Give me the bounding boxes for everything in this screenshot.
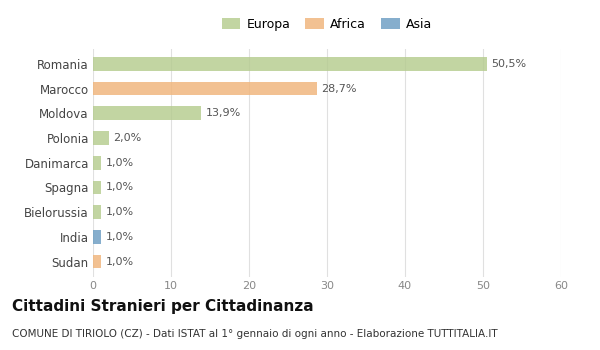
Text: 1,0%: 1,0% <box>106 232 134 242</box>
Text: Cittadini Stranieri per Cittadinanza: Cittadini Stranieri per Cittadinanza <box>12 299 314 314</box>
Bar <box>93 106 202 120</box>
Bar <box>93 230 101 244</box>
Text: 1,0%: 1,0% <box>106 207 134 217</box>
Bar <box>93 255 101 268</box>
Text: 28,7%: 28,7% <box>322 84 357 93</box>
Bar <box>93 131 109 145</box>
Bar <box>93 205 101 219</box>
Bar <box>93 57 487 71</box>
Text: 1,0%: 1,0% <box>106 182 134 192</box>
Legend: Europa, Africa, Asia: Europa, Africa, Asia <box>219 16 435 34</box>
Text: 50,5%: 50,5% <box>491 59 527 69</box>
Text: 2,0%: 2,0% <box>113 133 142 143</box>
Text: 13,9%: 13,9% <box>206 108 241 118</box>
Bar <box>93 82 317 95</box>
Bar <box>93 181 101 194</box>
Text: COMUNE DI TIRIOLO (CZ) - Dati ISTAT al 1° gennaio di ogni anno - Elaborazione TU: COMUNE DI TIRIOLO (CZ) - Dati ISTAT al 1… <box>12 329 497 339</box>
Bar <box>93 156 101 169</box>
Text: 1,0%: 1,0% <box>106 158 134 168</box>
Text: 1,0%: 1,0% <box>106 257 134 267</box>
